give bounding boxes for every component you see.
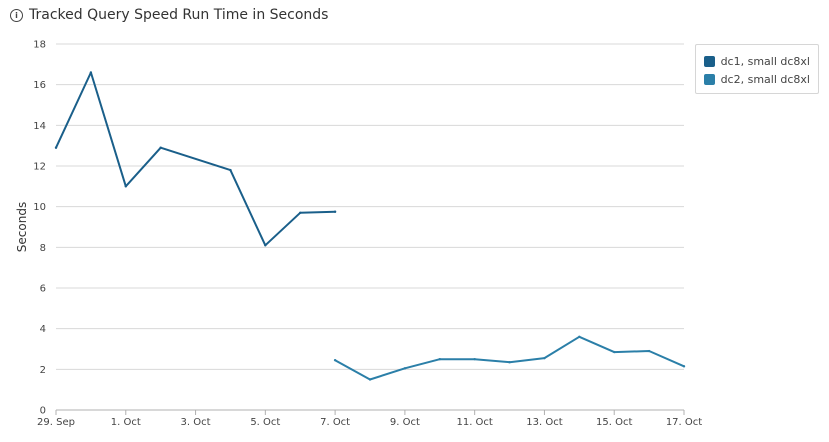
y-tick-label: 10 <box>33 202 46 213</box>
y-tick-label: 8 <box>40 243 46 254</box>
data-point[interactable] <box>54 146 58 149</box>
data-point[interactable] <box>333 210 337 213</box>
legend-swatch <box>704 55 715 67</box>
x-tick-label: 11. Oct <box>456 417 492 428</box>
grid-lines <box>56 43 684 411</box>
chart-title: Tracked Query Speed Run Time in Seconds <box>29 7 329 23</box>
y-tick-label: 16 <box>33 80 46 91</box>
x-axis: 29. Sep 1. Oct 3. Oct 5. Oct 7. Oct 9. Oct 11.… <box>37 410 702 428</box>
y-tick-label: 12 <box>33 162 46 173</box>
legend-item-1[interactable]: dc1, small dc8xl <box>704 52 810 70</box>
data-point[interactable] <box>368 378 372 381</box>
legend-label: dc2, small dc8xl <box>720 72 810 86</box>
data-point[interactable] <box>578 335 581 338</box>
data-point[interactable] <box>647 349 651 353</box>
series-line-1[interactable] <box>55 71 337 247</box>
data-point[interactable] <box>508 361 511 364</box>
x-tick-label: 15. Oct <box>596 417 632 428</box>
chart-header: i Tracked Query Speed Run Time in Second… <box>10 7 328 23</box>
series-layer <box>54 71 686 381</box>
data-point[interactable] <box>89 71 93 74</box>
data-point[interactable] <box>333 358 337 362</box>
y-tick-label: 4 <box>40 324 46 335</box>
y-tick-label: 0 <box>40 406 46 417</box>
data-point[interactable] <box>613 350 616 354</box>
y-tick-label: 14 <box>33 121 46 132</box>
series-line-2[interactable] <box>334 335 685 381</box>
x-tick-label: 7. Oct <box>320 417 350 428</box>
x-tick-label: 9. Oct <box>390 417 420 428</box>
chart-legend: dc1, small dc8xl dc2, small dc8xl <box>695 44 819 94</box>
y-axis: 0 2 4 6 8 10 12 14 16 18 Seconds <box>15 40 46 417</box>
data-point[interactable] <box>682 365 686 368</box>
data-point[interactable] <box>473 357 476 361</box>
x-tick-label: 5. Oct <box>250 417 280 428</box>
y-tick-label: 18 <box>33 40 46 51</box>
x-tick-label: 1. Oct <box>111 417 141 428</box>
y-axis-title: Seconds <box>15 202 29 252</box>
data-point[interactable] <box>438 357 441 361</box>
data-point[interactable] <box>159 146 162 149</box>
y-tick-label: 6 <box>40 284 46 295</box>
x-tick-label: 29. Sep <box>37 417 75 428</box>
data-point[interactable] <box>264 244 267 247</box>
legend-item-2[interactable]: dc2, small dc8xl <box>704 70 810 88</box>
x-tick-label: 17. Oct <box>666 417 702 428</box>
x-tick-label: 3. Oct <box>181 417 211 428</box>
data-point[interactable] <box>543 356 546 360</box>
data-point[interactable] <box>403 367 407 370</box>
data-point[interactable] <box>124 185 127 188</box>
legend-swatch <box>704 73 715 85</box>
legend-label: dc1, small dc8xl <box>720 54 810 68</box>
y-tick-label: 2 <box>40 365 46 376</box>
info-icon[interactable]: i <box>10 8 23 22</box>
data-point[interactable] <box>229 168 232 172</box>
data-point[interactable] <box>299 211 302 214</box>
x-tick-label: 13. Oct <box>526 417 562 428</box>
